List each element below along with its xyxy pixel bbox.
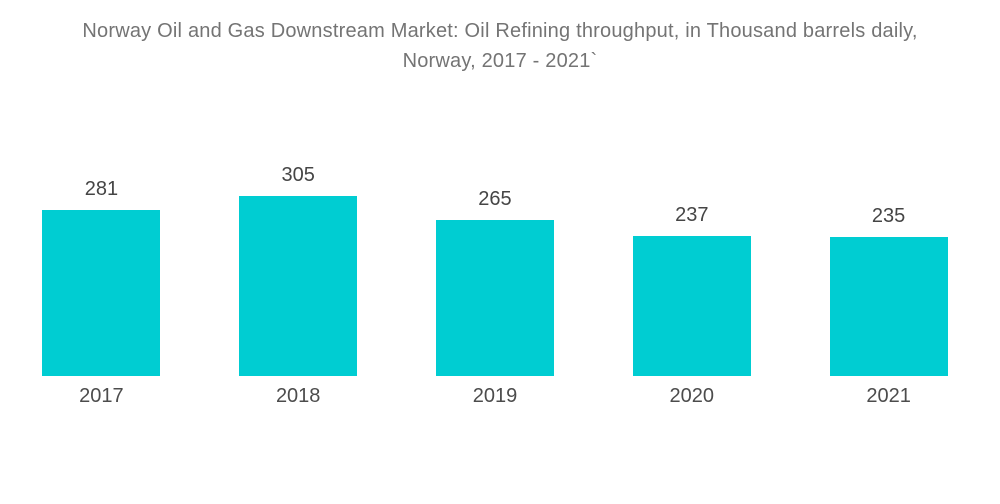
value-label-2021: 235 bbox=[871, 205, 906, 227]
bar-group-2020: 237 2020 bbox=[593, 76, 790, 408]
chart-title: Norway Oil and Gas Downstream Market: Oi… bbox=[0, 0, 1000, 76]
x-tick-2020: 2020 bbox=[669, 385, 715, 407]
bar-group-2018: 305 2018 bbox=[200, 76, 397, 408]
x-tick-2018: 2018 bbox=[275, 385, 321, 407]
plot-area-2017: 281 bbox=[42, 76, 161, 376]
plot-area-2018: 305 bbox=[239, 76, 358, 376]
value-label-2017: 281 bbox=[84, 178, 119, 200]
x-tick-2019: 2019 bbox=[472, 385, 518, 407]
chart-title-line-2: Norway, 2017 - 2021` bbox=[402, 50, 598, 72]
value-label-2018: 305 bbox=[281, 164, 315, 186]
bar-group-2019: 265 2019 bbox=[397, 76, 594, 408]
bar-2017 bbox=[42, 210, 161, 376]
plot-area-2020: 237 bbox=[632, 76, 751, 376]
bar-2020 bbox=[632, 236, 751, 376]
plot-area-2021: 235 bbox=[829, 76, 948, 376]
bar-2021 bbox=[829, 237, 948, 376]
bar-2018 bbox=[239, 196, 358, 376]
bar-group-2021: 235 2021 bbox=[790, 76, 987, 408]
x-tick-2017: 2017 bbox=[79, 385, 124, 407]
value-label-2019: 265 bbox=[478, 188, 512, 210]
bar-group-2017: 281 2017 bbox=[3, 76, 200, 408]
bar-chart: 281 2017 305 2018 265 2019 237 202 bbox=[0, 76, 1000, 408]
chart-title-line-1: Norway Oil and Gas Downstream Market: Oi… bbox=[82, 20, 918, 42]
bar-2019 bbox=[435, 220, 554, 376]
plot-area-2019: 265 bbox=[435, 76, 554, 376]
value-label-2020: 237 bbox=[675, 204, 709, 226]
x-tick-2021: 2021 bbox=[866, 385, 911, 407]
